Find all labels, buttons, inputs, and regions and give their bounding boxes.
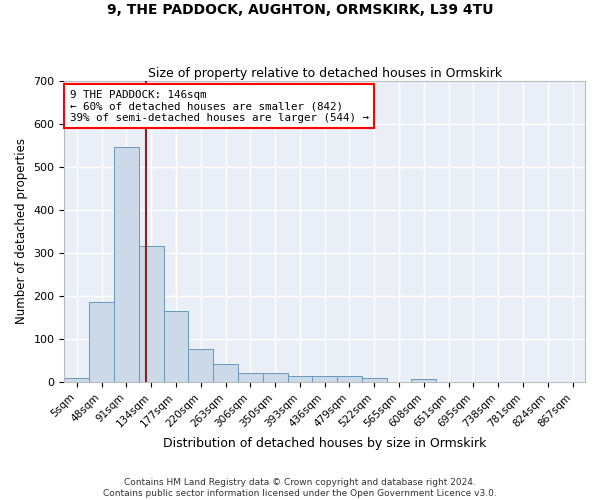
Bar — [238, 374, 263, 382]
Bar — [337, 376, 362, 382]
Bar — [287, 376, 313, 382]
Bar — [362, 378, 386, 382]
Bar — [164, 311, 188, 382]
Text: Contains HM Land Registry data © Crown copyright and database right 2024.
Contai: Contains HM Land Registry data © Crown c… — [103, 478, 497, 498]
Title: Size of property relative to detached houses in Ormskirk: Size of property relative to detached ho… — [148, 66, 502, 80]
Bar — [188, 349, 213, 382]
Bar — [263, 374, 287, 382]
Bar — [139, 246, 164, 382]
Bar — [114, 148, 139, 382]
Bar — [213, 364, 238, 382]
Bar — [89, 302, 114, 382]
X-axis label: Distribution of detached houses by size in Ormskirk: Distribution of detached houses by size … — [163, 437, 487, 450]
Text: 9, THE PADDOCK, AUGHTON, ORMSKIRK, L39 4TU: 9, THE PADDOCK, AUGHTON, ORMSKIRK, L39 4… — [107, 2, 493, 16]
Bar — [64, 378, 89, 382]
Bar — [412, 379, 436, 382]
Y-axis label: Number of detached properties: Number of detached properties — [15, 138, 28, 324]
Text: 9 THE PADDOCK: 146sqm
← 60% of detached houses are smaller (842)
39% of semi-det: 9 THE PADDOCK: 146sqm ← 60% of detached … — [70, 90, 368, 123]
Bar — [313, 376, 337, 382]
